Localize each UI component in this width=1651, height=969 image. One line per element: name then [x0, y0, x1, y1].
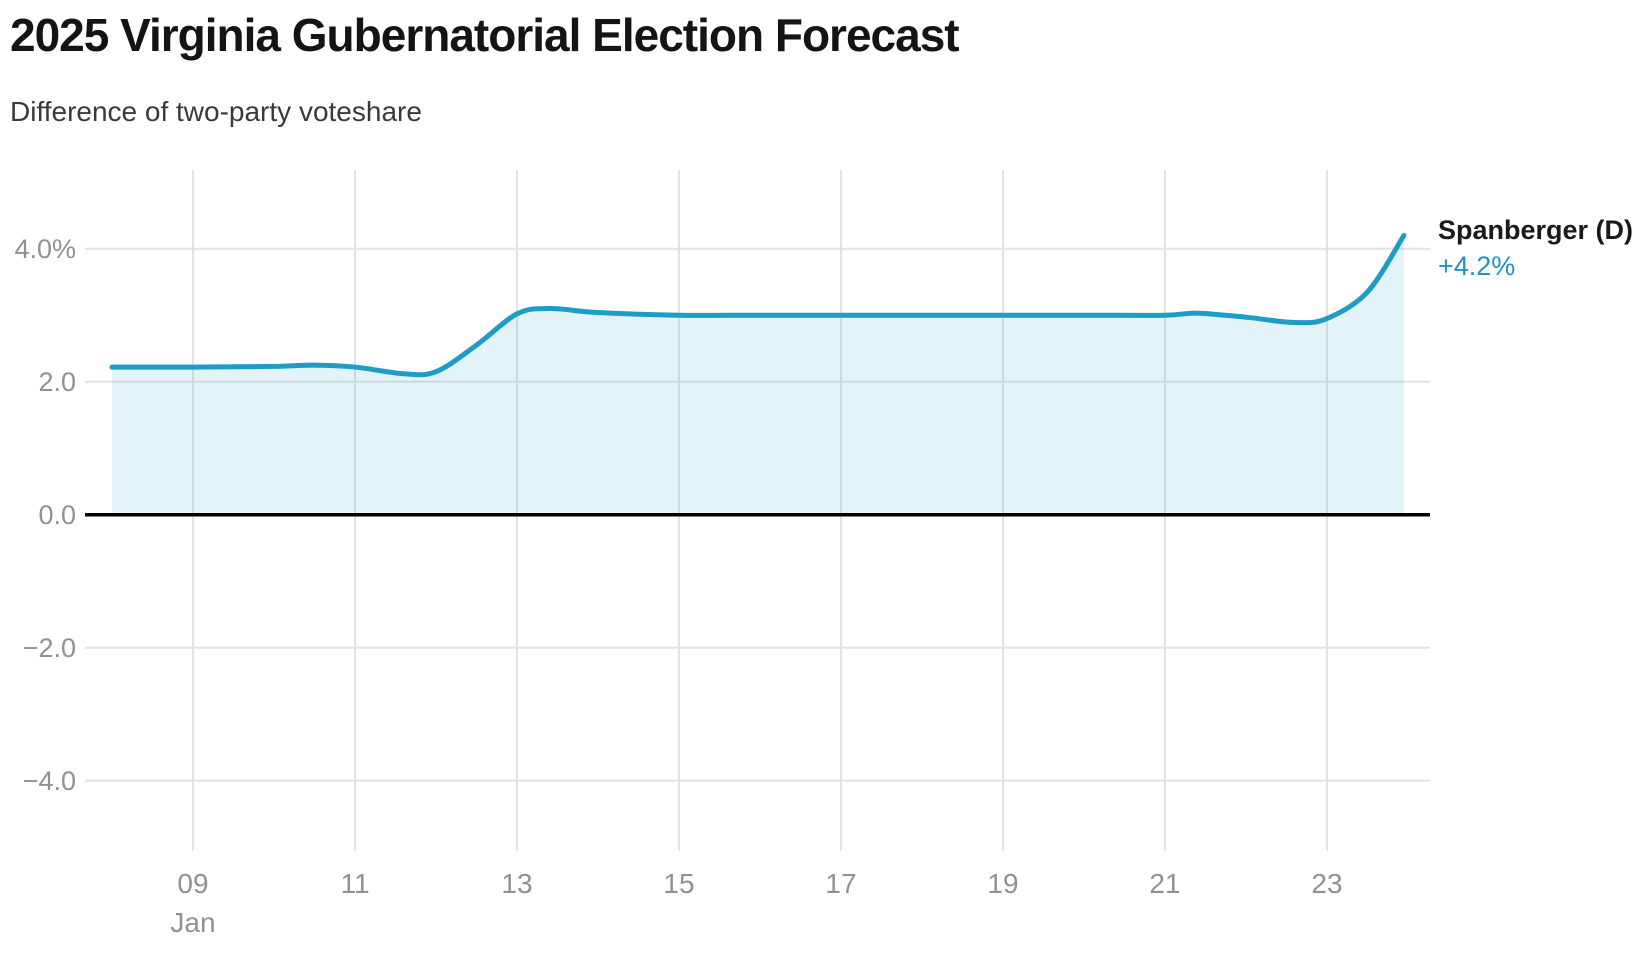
line-end-label: Spanberger (D) +4.2%	[1438, 212, 1633, 284]
x-tick-label: 21	[1149, 868, 1180, 899]
x-tick-label: 17	[825, 868, 856, 899]
x-tick-label: 15	[663, 868, 694, 899]
y-tick-label: 0.0	[38, 500, 76, 530]
y-tick-label: 4.0%	[14, 234, 76, 264]
y-tick-label: 2.0	[38, 367, 76, 397]
x-tick-label: 13	[501, 868, 532, 899]
x-tick-label: 11	[340, 868, 369, 899]
x-tick-label: 09	[177, 868, 208, 899]
x-tick-label: 23	[1311, 868, 1342, 899]
page-title: 2025 Virginia Gubernatorial Election For…	[10, 9, 960, 61]
candidate-margin-label: +4.2%	[1438, 251, 1516, 281]
page-subtitle: Difference of two-party voteshare	[10, 96, 422, 127]
month-label: Jan	[170, 907, 215, 938]
forecast-line	[109, 232, 1407, 378]
candidate-name-label: Spanberger (D)	[1438, 215, 1634, 245]
y-tick-label: −2.0	[23, 633, 76, 663]
y-tick-label: −4.0	[23, 766, 76, 796]
area-fill	[112, 235, 1404, 515]
x-tick-label: 19	[987, 868, 1018, 899]
